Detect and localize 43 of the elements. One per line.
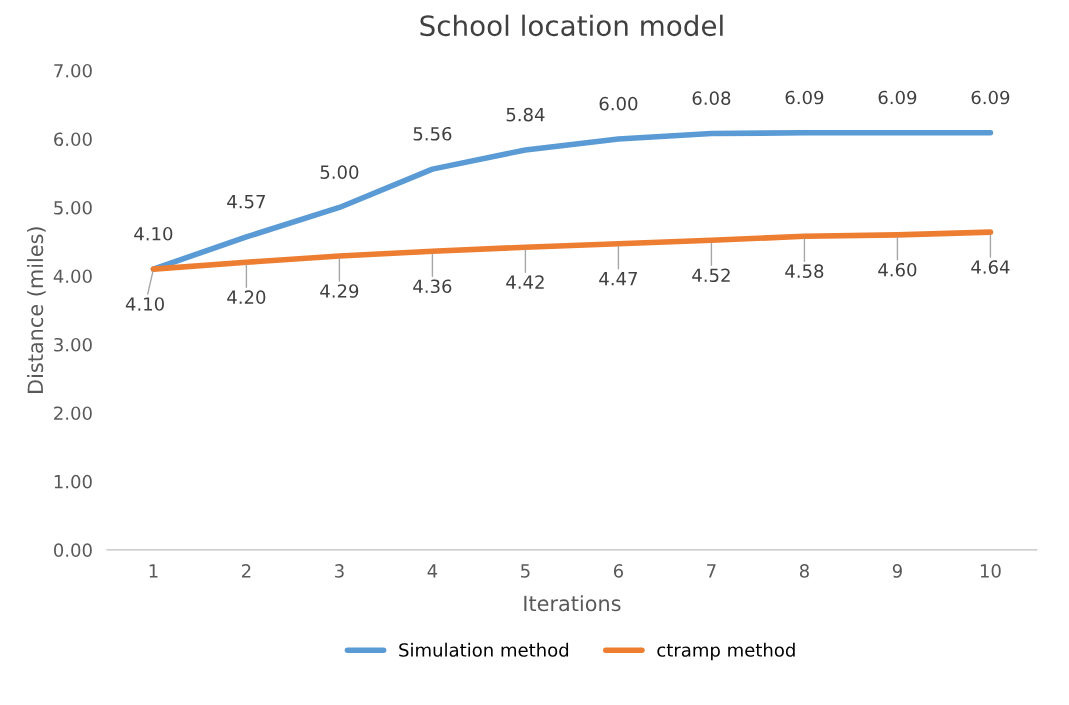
x-tick-label: 3: [335, 564, 344, 578]
data-label: 5.56: [413, 126, 452, 141]
y-axis-title: Distance (miles): [27, 227, 46, 393]
x-tick-label: 8: [799, 564, 809, 578]
x-tick-label: 7: [707, 564, 716, 578]
x-tick-label: 10: [980, 564, 1001, 578]
x-tick-label: 2: [241, 564, 251, 578]
y-tick-label: 3.00: [54, 337, 92, 352]
legend-label: ctramp method: [657, 642, 795, 661]
data-label: 6.08: [692, 91, 731, 106]
y-tick-label: 5.00: [54, 200, 92, 215]
data-label: 4.20: [227, 290, 266, 305]
data-label: 4.42: [506, 275, 544, 289]
data-label: 6.00: [599, 96, 638, 111]
y-tick-label: 1.00: [54, 474, 92, 489]
data-label: 5.84: [506, 107, 545, 122]
data-label: 4.57: [227, 195, 265, 209]
y-tick-label: 6.00: [54, 132, 92, 147]
chart-title: School location model: [420, 14, 723, 37]
data-label: 4.29: [320, 284, 359, 298]
x-tick-label: 5: [521, 564, 530, 578]
y-tick-label: 4.00: [53, 269, 92, 284]
data-label: 4.52: [692, 268, 730, 283]
data-label: 4.64: [971, 260, 1010, 274]
data-label: 4.58: [785, 264, 824, 278]
y-tick-label: 0.00: [54, 543, 92, 558]
data-label: 6.09: [971, 90, 1010, 105]
data-label: 6.09: [878, 90, 917, 105]
data-label: 4.60: [878, 262, 917, 277]
x-tick-label: 1: [149, 564, 158, 578]
data-label: 4.10: [125, 297, 164, 311]
data-label: 4.36: [413, 279, 452, 294]
data-label: 4.47: [599, 272, 637, 286]
data-label: 5.00: [320, 165, 359, 179]
y-tick-label: 7.00: [54, 63, 92, 78]
data-label: 6.09: [785, 90, 824, 105]
x-tick-label: 4: [427, 564, 438, 578]
data-label: 4.10: [134, 226, 173, 241]
y-tick-label: 2.00: [54, 406, 92, 421]
x-axis-title: Iterations: [524, 595, 621, 612]
legend-label: Simulation method: [399, 642, 569, 657]
x-tick-label: 6: [613, 564, 624, 578]
x-tick-label: 9: [892, 564, 902, 578]
